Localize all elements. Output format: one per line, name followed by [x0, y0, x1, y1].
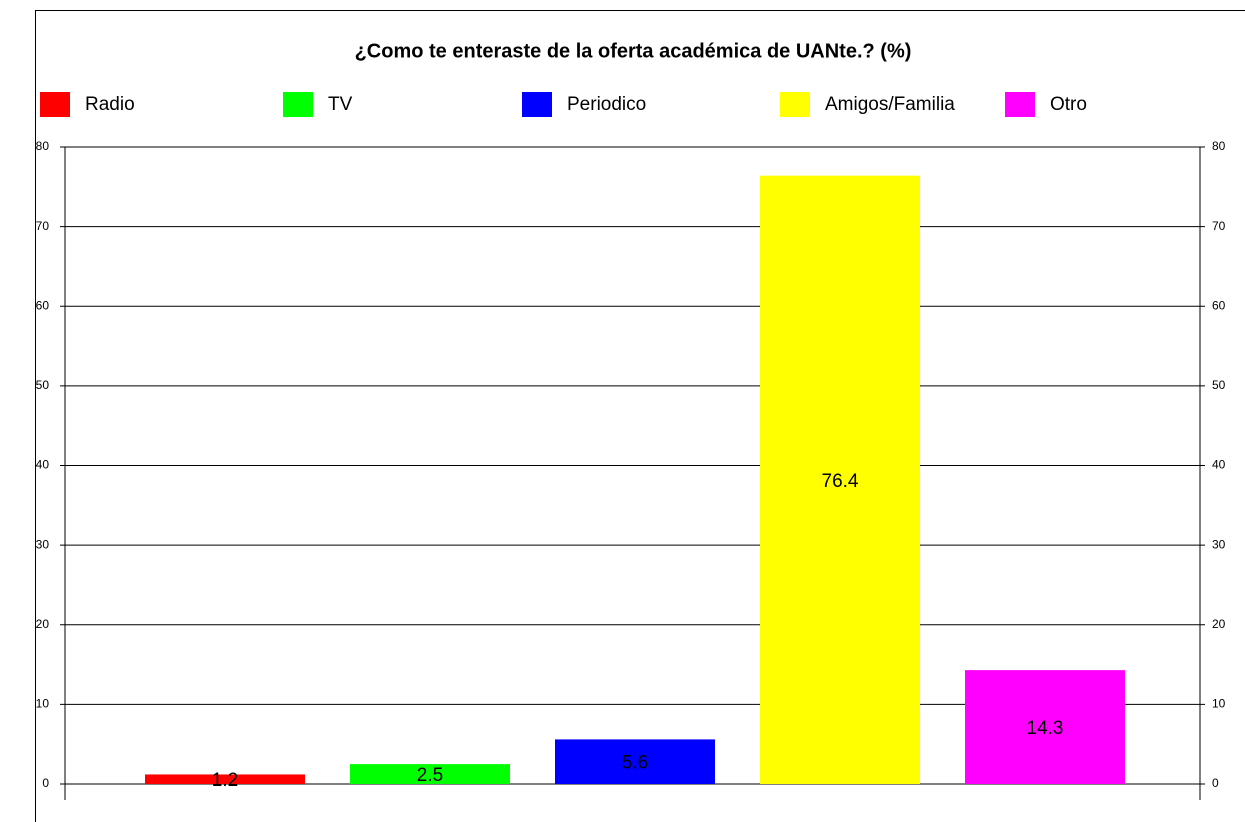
bar	[350, 764, 510, 784]
y2-tick-label: 50	[1212, 378, 1226, 392]
legend-swatch	[1005, 92, 1035, 117]
data-label: 76.4	[822, 471, 859, 492]
legend-label: Otro	[1050, 94, 1087, 115]
legend-label: Radio	[85, 94, 135, 115]
legend-label: TV	[328, 94, 353, 115]
bar	[555, 739, 715, 784]
legend-swatch	[283, 92, 313, 117]
data-label: 2.5	[417, 765, 443, 786]
y-tick-label: 20	[36, 617, 50, 631]
bar	[760, 175, 920, 785]
y2-tick-label: 30	[1212, 537, 1226, 551]
legend-swatch	[40, 92, 70, 117]
data-label: 14.3	[1027, 718, 1064, 739]
y2-tick-label: 40	[1212, 458, 1226, 472]
y-tick-label: 80	[36, 139, 50, 153]
y2-tick-label: 10	[1212, 697, 1226, 711]
y-tick-label: 50	[36, 378, 50, 392]
y2-tick-label: 20	[1212, 617, 1226, 631]
y2-tick-label: 0	[1212, 776, 1219, 790]
legend-label: Amigos/Familia	[825, 94, 955, 115]
bar	[145, 774, 305, 784]
y-tick-label: 0	[42, 776, 49, 790]
y2-tick-label: 70	[1212, 219, 1226, 233]
y2-tick-label: 80	[1212, 139, 1226, 153]
legend-swatch	[780, 92, 810, 117]
y-tick-label: 70	[36, 219, 50, 233]
y2-tick-label: 60	[1212, 298, 1226, 312]
legend-swatch	[522, 92, 552, 117]
data-label: 1.2	[212, 770, 238, 791]
y-tick-label: 30	[36, 537, 50, 551]
y-tick-label: 40	[36, 458, 50, 472]
legend-label: Periodico	[567, 94, 646, 115]
data-label: 5.6	[622, 753, 648, 774]
chart-title: ¿Como te enteraste de la oferta académic…	[355, 40, 912, 62]
bar	[965, 670, 1125, 784]
y-tick-label: 60	[36, 298, 50, 312]
y-tick-label: 10	[36, 697, 50, 711]
